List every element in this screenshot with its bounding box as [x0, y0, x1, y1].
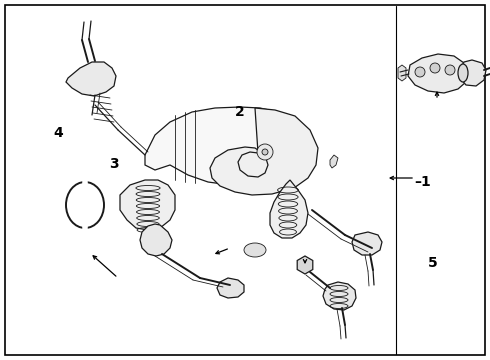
- Ellipse shape: [244, 243, 266, 257]
- Text: 3: 3: [109, 157, 119, 171]
- Ellipse shape: [458, 64, 468, 82]
- Polygon shape: [330, 155, 338, 168]
- Polygon shape: [217, 278, 244, 298]
- Polygon shape: [145, 107, 308, 186]
- Text: 2: 2: [235, 105, 245, 118]
- Polygon shape: [66, 62, 116, 96]
- Polygon shape: [270, 180, 308, 238]
- Polygon shape: [210, 108, 318, 195]
- Polygon shape: [323, 282, 356, 310]
- Polygon shape: [120, 180, 175, 230]
- Polygon shape: [460, 60, 486, 86]
- Polygon shape: [140, 224, 172, 256]
- Text: 4: 4: [53, 126, 63, 140]
- Circle shape: [430, 63, 440, 73]
- Polygon shape: [408, 54, 468, 93]
- Circle shape: [262, 149, 268, 155]
- Circle shape: [257, 144, 273, 160]
- Polygon shape: [398, 65, 406, 81]
- Circle shape: [415, 67, 425, 77]
- Text: –1: –1: [414, 175, 431, 189]
- Text: 5: 5: [428, 256, 438, 270]
- Circle shape: [445, 65, 455, 75]
- Polygon shape: [352, 232, 382, 255]
